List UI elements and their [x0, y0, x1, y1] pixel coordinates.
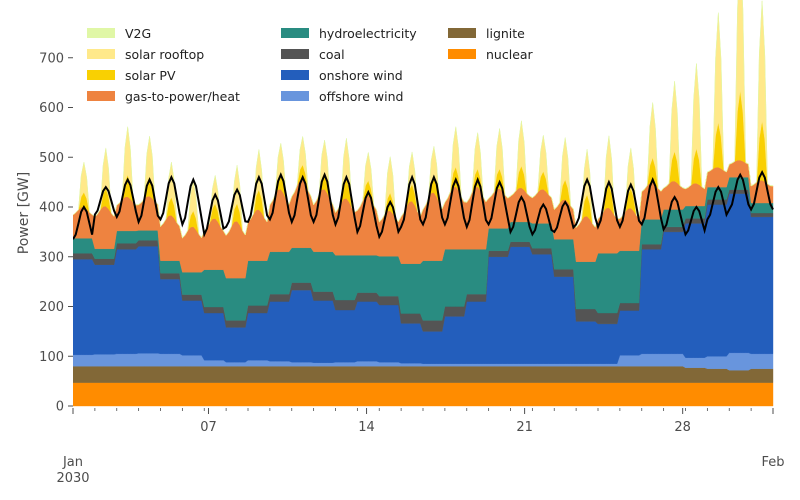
x-tick-label: 07	[200, 420, 217, 435]
legend-label: onshore wind	[319, 68, 403, 83]
legend-swatch	[281, 91, 309, 101]
legend-swatch	[281, 49, 309, 59]
plot-area	[73, 0, 774, 407]
legend-swatch	[87, 49, 115, 59]
legend-label: hydroelectricity	[319, 26, 417, 41]
legend-label: V2G	[125, 26, 151, 41]
x-tick-label: Jan	[62, 455, 83, 470]
y-tick-label: 300	[39, 250, 64, 265]
legend-swatch	[281, 70, 309, 80]
legend-swatch	[87, 91, 115, 101]
legend-label: offshore wind	[319, 89, 403, 104]
legend-label: gas-to-power/heat	[125, 89, 240, 104]
y-tick-label: 700	[39, 51, 64, 66]
legend-label: coal	[319, 47, 345, 62]
y-axis: 0 100 200 300 400 500 600 700	[39, 51, 73, 415]
area-v2g	[73, 0, 774, 239]
y-tick-label: 600	[39, 101, 64, 116]
area-nuclear	[73, 382, 774, 407]
y-tick-label: 500	[39, 151, 64, 166]
y-tick-label: 0	[56, 400, 64, 415]
legend-swatch	[281, 28, 309, 38]
x-tick-sublabel: 2030	[56, 471, 89, 486]
legend-label: nuclear	[486, 47, 534, 62]
legend-swatch	[448, 49, 476, 59]
legend-swatch	[87, 28, 115, 38]
legend-label: solar PV	[125, 68, 176, 83]
x-tick-label: 21	[516, 420, 533, 435]
legend-label: solar rooftop	[125, 47, 204, 62]
x-tick-label: 28	[674, 420, 691, 435]
demand-line-layer	[73, 169, 774, 240]
area-lignite	[73, 366, 774, 383]
x-tick-label: 14	[358, 420, 375, 435]
x-tick-label: Feb	[761, 455, 784, 470]
y-tick-label: 100	[39, 350, 64, 365]
y-tick-label: 200	[39, 300, 64, 315]
stacked-areas	[73, 0, 774, 407]
y-axis-title: Power [GW]	[16, 172, 32, 254]
legend-swatch	[87, 70, 115, 80]
legend-label: lignite	[486, 26, 525, 41]
y-tick-label: 400	[39, 201, 64, 216]
legend-swatch	[448, 28, 476, 38]
demand-line	[73, 169, 774, 240]
legend: V2G solar rooftop solar PV gas-to-power/hea…	[87, 26, 534, 104]
